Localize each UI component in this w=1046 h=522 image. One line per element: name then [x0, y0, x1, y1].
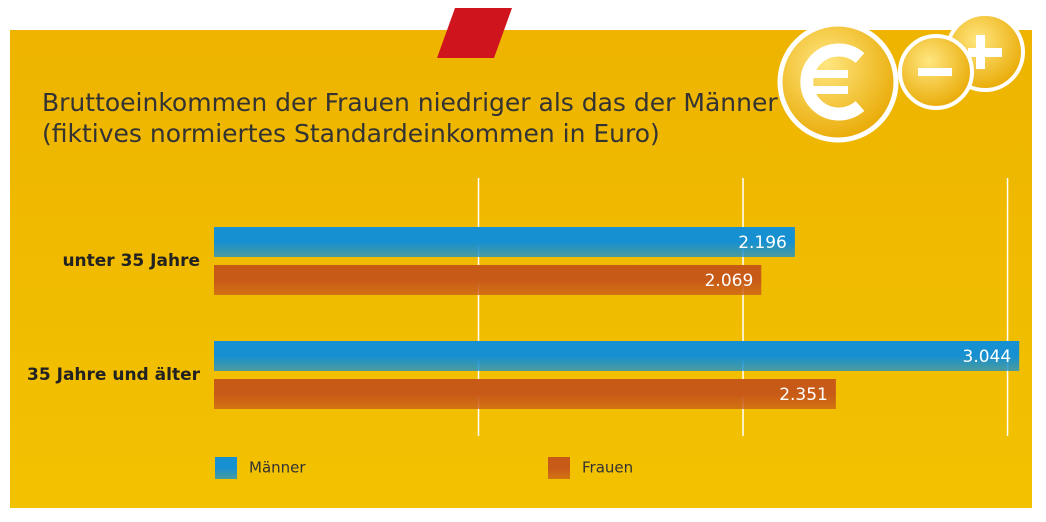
- chart-title: Bruttoeinkommen der Frauen niedriger als…: [42, 88, 778, 117]
- red-accent: [437, 8, 512, 58]
- legend-label: Männer: [249, 459, 306, 477]
- bar: [214, 341, 1020, 371]
- value-label: 2.351: [779, 385, 828, 405]
- legend-swatch: [548, 457, 570, 479]
- euro-icon: [777, 12, 1025, 143]
- value-label: 3.044: [963, 347, 1012, 367]
- legend-label: Frauen: [582, 459, 633, 477]
- value-label: 2.069: [705, 271, 754, 291]
- category-label: 35 Jahre und älter: [27, 365, 201, 385]
- bar: [214, 227, 795, 257]
- chart-subtitle: (fiktives normiertes Standardeinkommen i…: [42, 119, 660, 148]
- bar: [214, 265, 762, 295]
- legend-swatch: [215, 457, 237, 479]
- bar: [214, 379, 836, 409]
- value-label: 2.196: [738, 233, 787, 253]
- category-label: unter 35 Jahre: [62, 251, 200, 271]
